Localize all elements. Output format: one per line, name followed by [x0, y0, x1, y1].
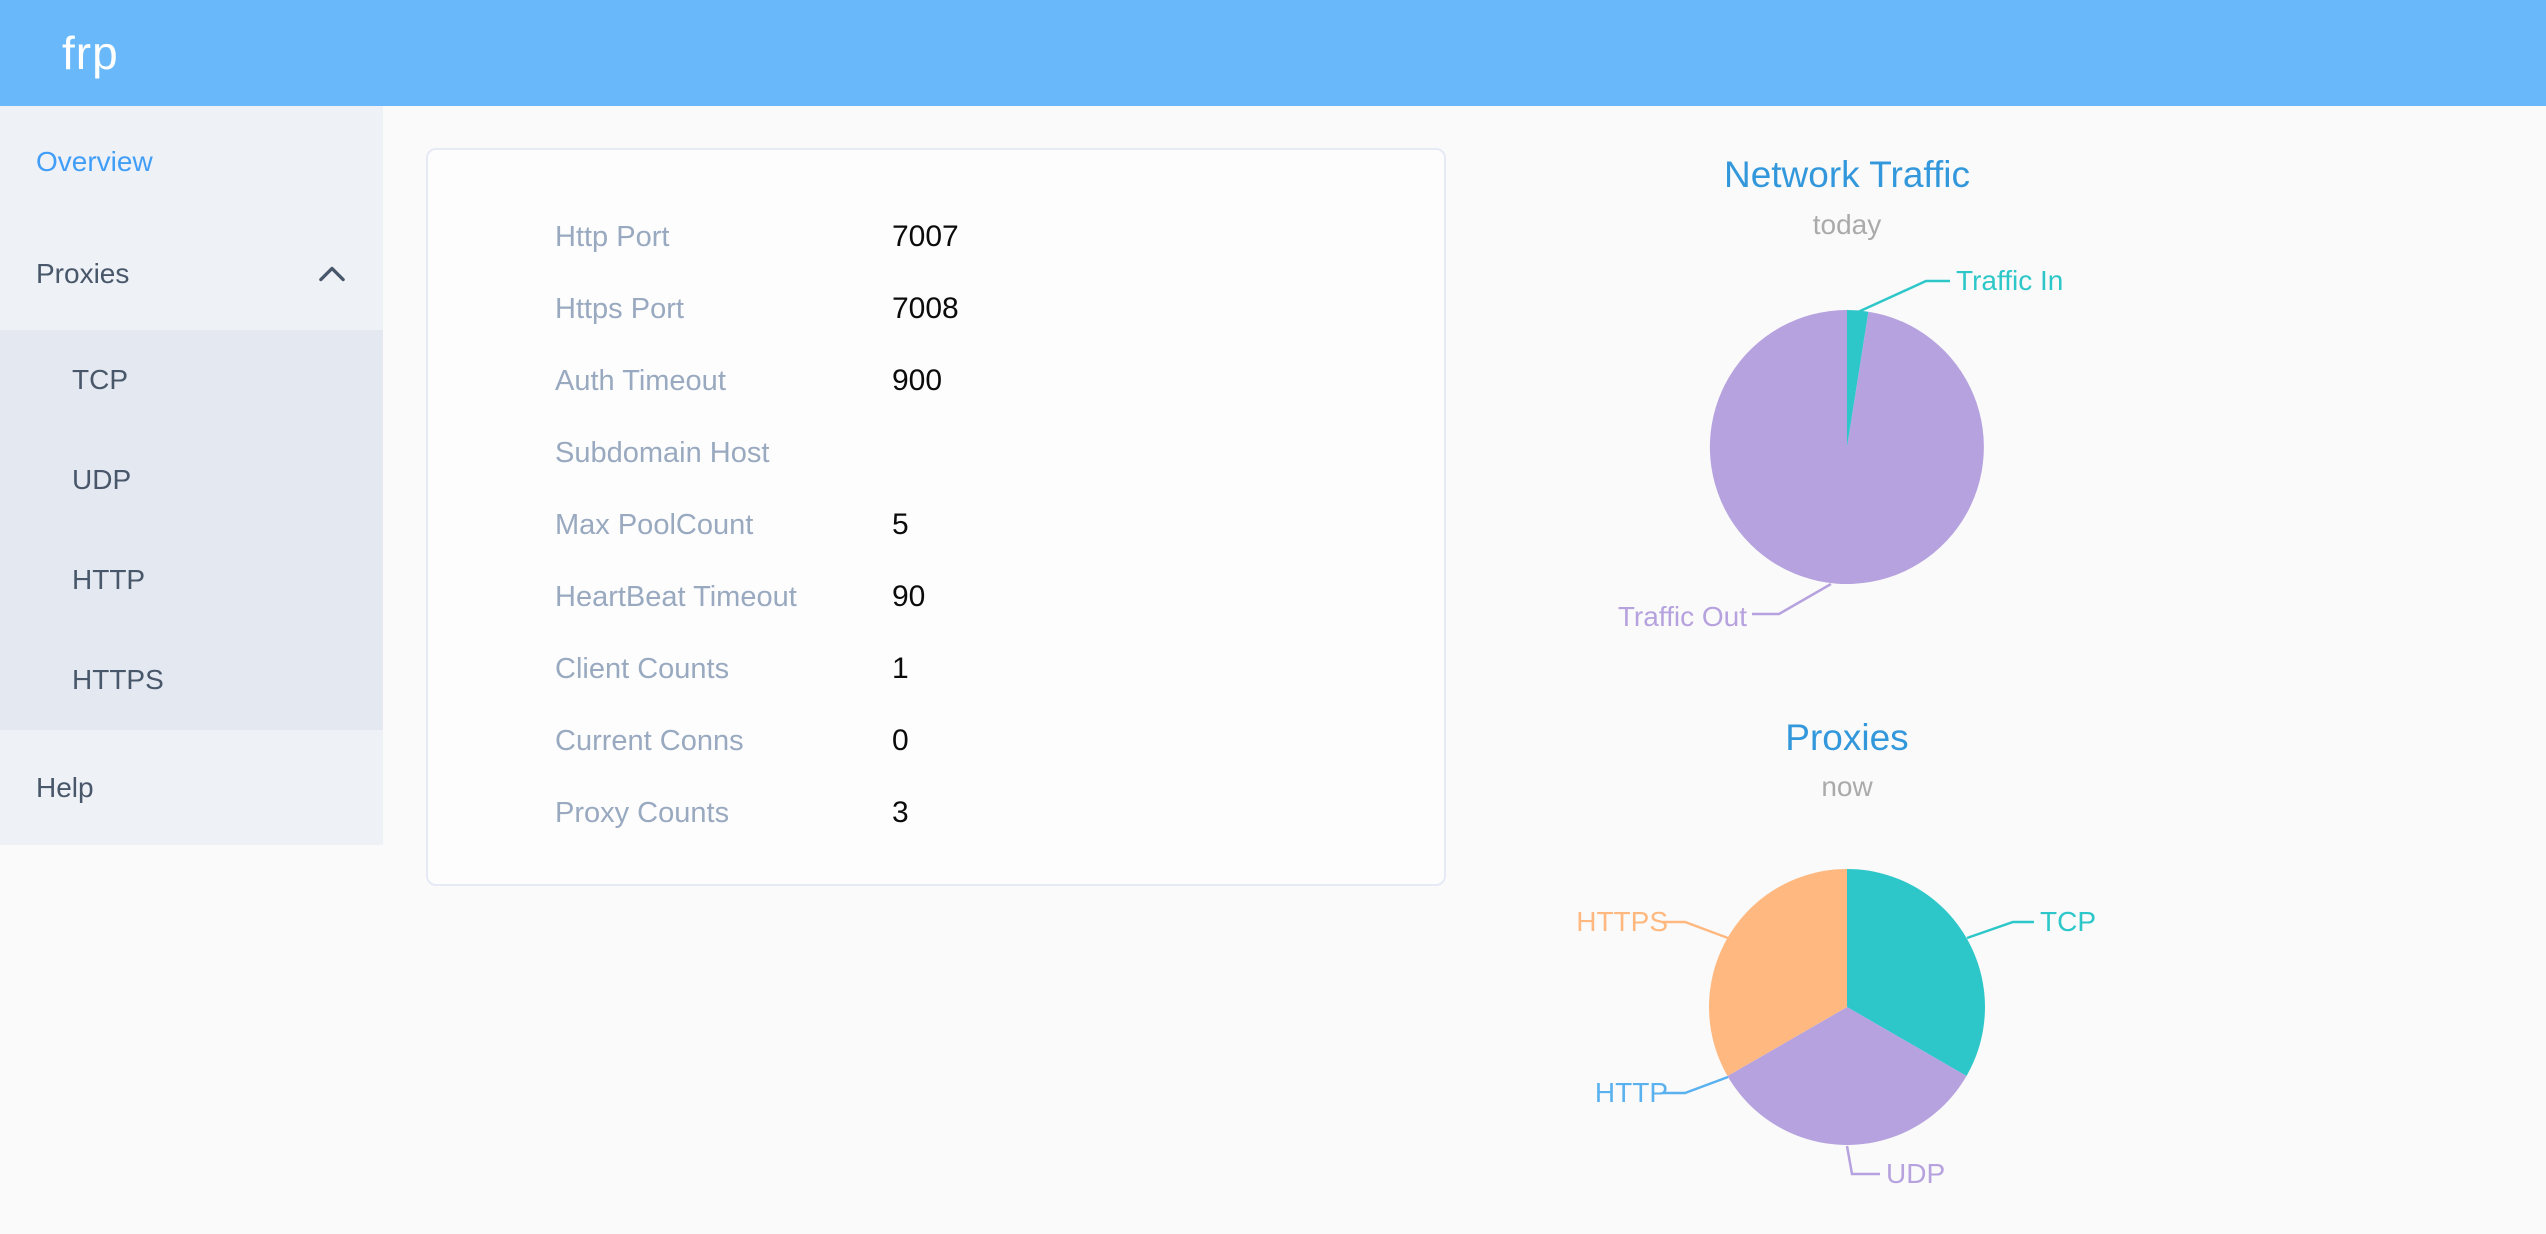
header-bar: frp	[0, 0, 2546, 106]
info-row: Http Port 7007	[428, 201, 1444, 273]
info-row: Auth Timeout 900	[428, 345, 1444, 417]
sidebar-item-label: HTTPS	[72, 664, 164, 695]
info-label: Proxy Counts	[555, 796, 730, 829]
sidebar-item-label: Overview	[36, 146, 153, 177]
tcp-slice[interactable]	[1847, 869, 1985, 1076]
sidebar-item-proxies[interactable]: Proxies	[0, 218, 383, 330]
info-row: Client Counts 1	[428, 633, 1444, 705]
proxies-chart-subtitle: now	[1821, 771, 1873, 802]
tcp-label: TCP	[2040, 906, 2096, 937]
info-value: 7007	[892, 220, 959, 253]
sidebar-item-tcp[interactable]: TCP	[0, 330, 383, 430]
info-label: Current Conns	[555, 724, 744, 757]
info-row: HeartBeat Timeout 90	[428, 561, 1444, 633]
sidebar-item-udp[interactable]: UDP	[0, 430, 383, 530]
server-info-panel: Http Port 7007 Https Port 7008 Auth Time…	[426, 148, 1446, 886]
frp-logo: frp	[62, 27, 119, 79]
info-row: Proxy Counts 3	[428, 777, 1444, 849]
info-value: 7008	[892, 292, 959, 325]
sidebar-item-https[interactable]: HTTPS	[0, 630, 383, 730]
udp-leader-line	[1845, 1145, 1880, 1176]
https-slice[interactable]	[1709, 869, 1847, 1076]
server-info-rows: Http Port 7007 Https Port 7008 Auth Time…	[428, 150, 1444, 849]
traffic-out-slice[interactable]	[1709, 309, 1984, 584]
info-row: Subdomain Host	[428, 417, 1444, 489]
tcp-leader-line	[1966, 920, 2034, 940]
sidebar-item-label: Proxies	[36, 258, 130, 289]
info-row: Current Conns 0	[428, 705, 1444, 777]
sidebar-item-label: HTTP	[72, 564, 146, 595]
http-label: HTTP	[1594, 1077, 1668, 1108]
sidebar-nav: Overview Proxies TCP UDP HTTP HTTPS Help	[0, 106, 383, 845]
network-traffic-chart-subtitle: today	[1812, 209, 1882, 240]
info-label: Auth Timeout	[555, 364, 726, 397]
info-value: 1	[892, 652, 909, 685]
traffic-out-leader-line	[1752, 582, 1832, 616]
http-leader-line	[1663, 1075, 1729, 1095]
info-label: Subdomain Host	[555, 436, 770, 469]
udp-label: UDP	[1886, 1158, 1946, 1189]
info-label: Client Counts	[555, 652, 730, 685]
sidebar-item-help[interactable]: Help	[0, 730, 383, 845]
info-value: 3	[892, 796, 909, 829]
udp-slice[interactable]	[1727, 1007, 1967, 1145]
info-value: 900	[892, 364, 943, 397]
sidebar-item-label: Help	[36, 771, 94, 803]
info-value: 90	[892, 580, 926, 613]
info-label: Max PoolCount	[555, 508, 754, 541]
info-label: HeartBeat Timeout	[555, 580, 797, 613]
traffic-in-leader-line	[1857, 279, 1950, 314]
traffic-in-slice[interactable]	[1847, 310, 1869, 447]
proxies-chart-title: Proxies	[1785, 717, 1909, 758]
https-leader-line	[1663, 920, 1729, 940]
https-label: HTTPS	[1576, 906, 1668, 937]
sidebar-item-label: TCP	[72, 364, 128, 395]
sidebar-item-overview[interactable]: Overview	[0, 106, 383, 218]
traffic-in-label: Traffic In	[1956, 265, 2064, 296]
info-label: Http Port	[555, 220, 670, 253]
sidebar-submenu: TCP UDP HTTP HTTPS	[0, 330, 383, 730]
info-value: 5	[892, 508, 909, 541]
chevron-up-icon	[319, 266, 345, 282]
info-row: Max PoolCount 5	[428, 489, 1444, 561]
sidebar-item-http[interactable]: HTTP	[0, 530, 383, 630]
info-row: Https Port 7008	[428, 273, 1444, 345]
info-value: 0	[892, 724, 909, 757]
network-traffic-chart-title: Network Traffic	[1723, 154, 1971, 195]
sidebar-item-label: UDP	[72, 464, 132, 495]
info-label: Https Port	[555, 292, 684, 325]
traffic-out-label: Traffic Out	[1617, 601, 1747, 632]
